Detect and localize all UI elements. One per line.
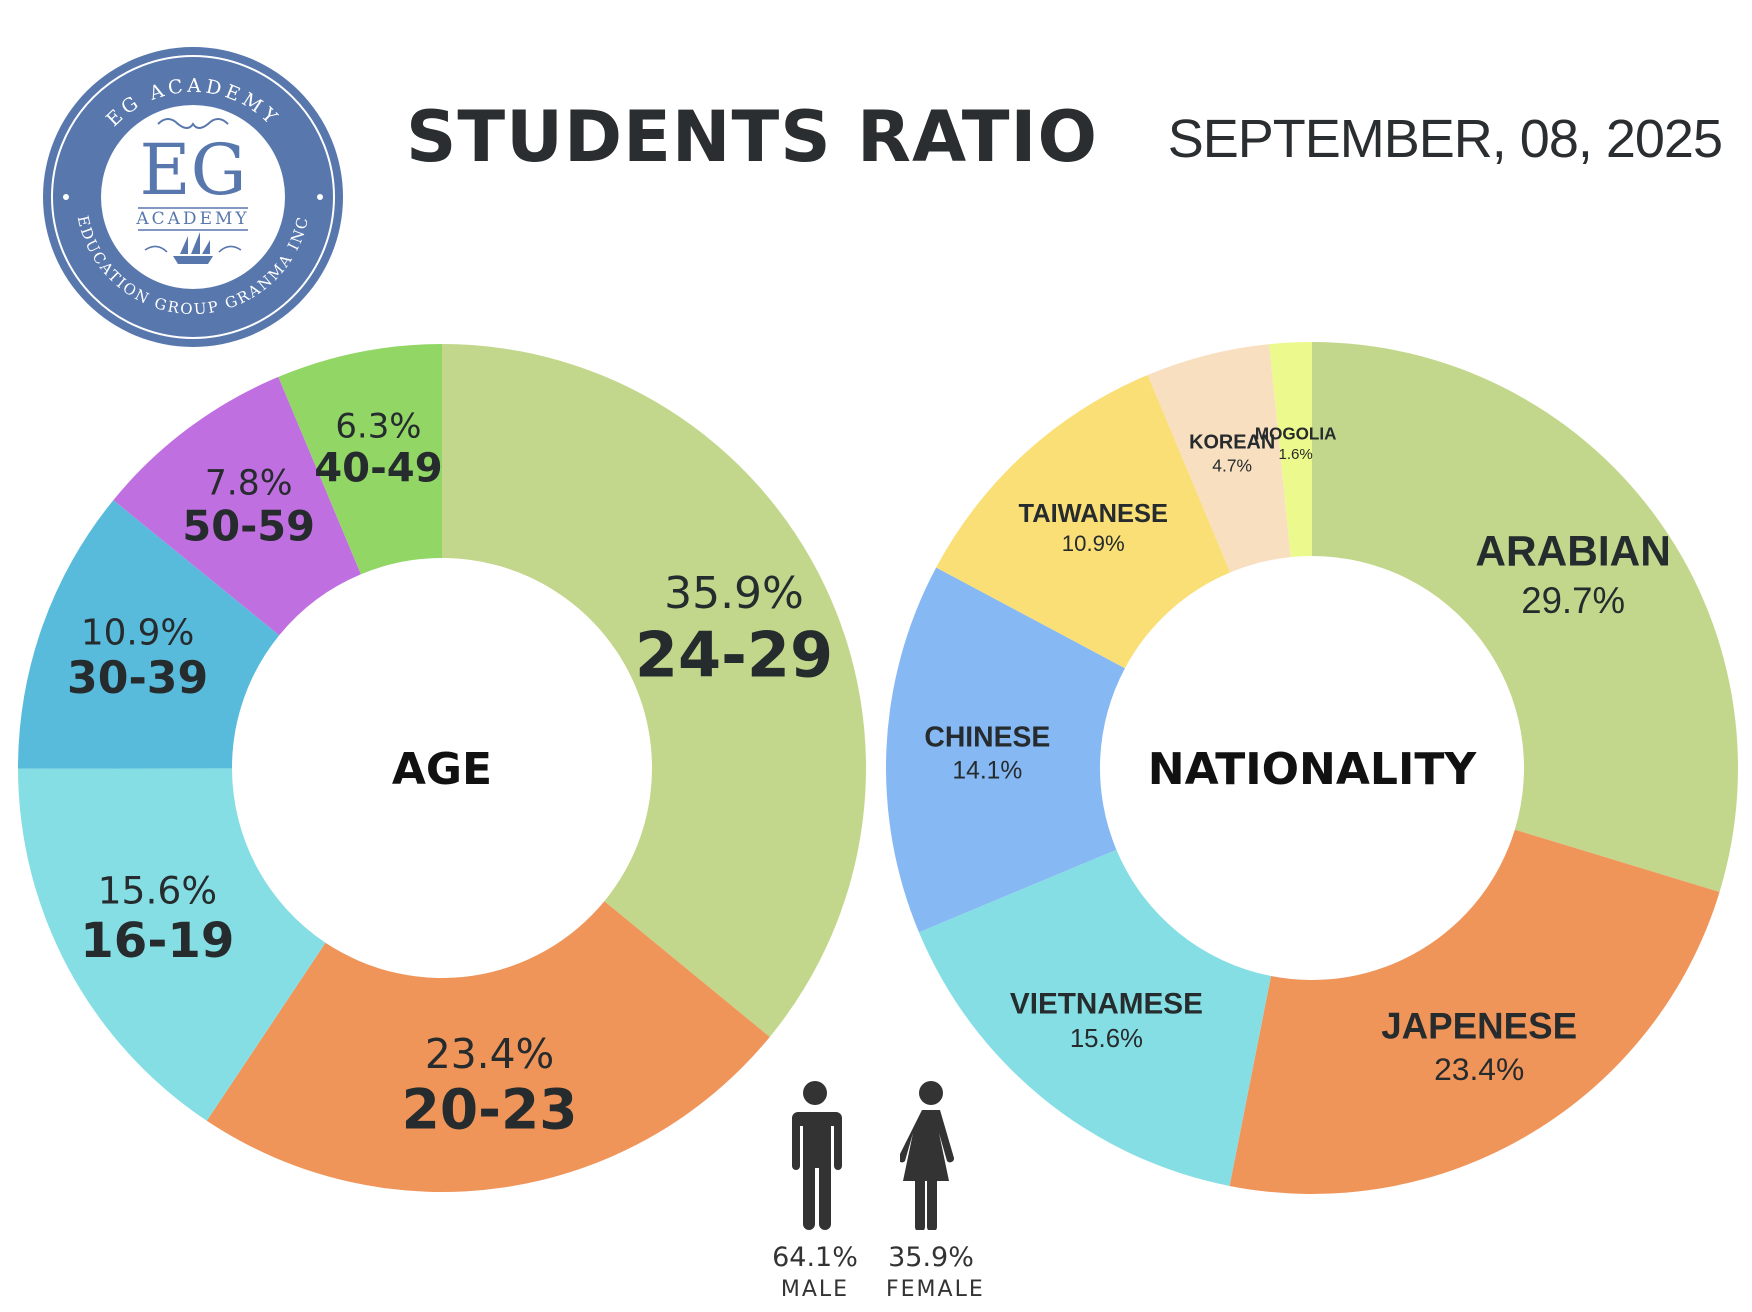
- donut-center-label: AGE: [392, 744, 492, 795]
- logo-subtitle: ACADEMY: [135, 209, 249, 229]
- slice-label-24-29: 24-29: [635, 618, 833, 691]
- slice-arabian: [1312, 342, 1738, 892]
- donut-center-label: NATIONALITY: [1148, 744, 1478, 795]
- slice-pct-mogolia: 1.6%: [1278, 446, 1312, 463]
- slice-16-19: [18, 768, 326, 1121]
- slice-label-20-23: 20-23: [402, 1078, 578, 1142]
- slice-pct-50-59: 7.8%: [205, 464, 293, 504]
- slice-label-taiwanese: TAIWANESE: [1019, 500, 1168, 528]
- slice-label-16-19: 16-19: [80, 913, 234, 969]
- report-date: SEPTEMBER, 08, 2025: [1167, 109, 1723, 169]
- logo-monogram: EG: [139, 129, 246, 211]
- slice-chinese: [885, 567, 1125, 933]
- slice-pct-korean: 4.7%: [1212, 455, 1252, 475]
- slice-24-29: [442, 344, 866, 1037]
- donut-chart-age: 35.9%24-29 23.4%20-23 15.6%16-19 10.9%30-39…: [18, 344, 866, 1192]
- academy-logo: EG ACADEMY EDUCATION GROUP GRANMA INC EG…: [43, 47, 343, 347]
- slice-label-chinese: CHINESE: [924, 722, 1050, 754]
- slice-label-mogolia: MOGOLIA: [1255, 425, 1337, 444]
- slice-korean: [1147, 344, 1291, 573]
- slice-pct-24-29: 35.9%: [664, 568, 804, 619]
- slice-30-39: [18, 500, 280, 769]
- slice-20-23: [206, 901, 770, 1192]
- slice-pct-20-23: 23.4%: [425, 1030, 554, 1078]
- logo-dots-icon: [63, 194, 323, 200]
- slice-label-korean: KOREAN: [1189, 432, 1275, 454]
- slice-pct-taiwanese: 10.9%: [1062, 531, 1125, 556]
- slice-japenese: [1229, 829, 1720, 1194]
- slice-40-49: [278, 344, 442, 575]
- slice-pct-japenese: 23.4%: [1434, 1051, 1524, 1087]
- slice-vietnamese: [918, 849, 1271, 1186]
- slice-pct-arabian: 29.7%: [1521, 580, 1625, 621]
- ship-icon: [173, 232, 213, 264]
- logo-flourish-icon: [157, 118, 229, 129]
- slice-taiwanese: [936, 374, 1231, 669]
- slice-label-arabian: ARABIAN: [1475, 527, 1670, 574]
- slice-label-vietnamese: VIETNAMESE: [1010, 987, 1203, 1020]
- slice-mogolia: [1269, 342, 1312, 558]
- slice-pct-16-19: 15.6%: [98, 869, 218, 913]
- slice-label-40-49: 40-49: [314, 445, 442, 491]
- slice-pct-chinese: 14.1%: [952, 758, 1022, 785]
- slice-pct-30-39: 10.9%: [81, 612, 195, 653]
- slice-label-japenese: JAPENESE: [1381, 1006, 1577, 1047]
- slice-label-50-59: 50-59: [182, 502, 315, 550]
- slice-pct-40-49: 6.3%: [335, 406, 421, 445]
- slice-pct-vietnamese: 15.6%: [1070, 1025, 1143, 1053]
- donut-chart-nationality: ARABIAN 29.7% JAPENESE 23.4% VIETNAMESE 15.6%…: [885, 342, 1738, 1194]
- slice-50-59: [113, 376, 361, 636]
- page-title: STUDENTS RATIO: [406, 96, 1098, 178]
- slice-label-30-39: 30-39: [67, 653, 208, 704]
